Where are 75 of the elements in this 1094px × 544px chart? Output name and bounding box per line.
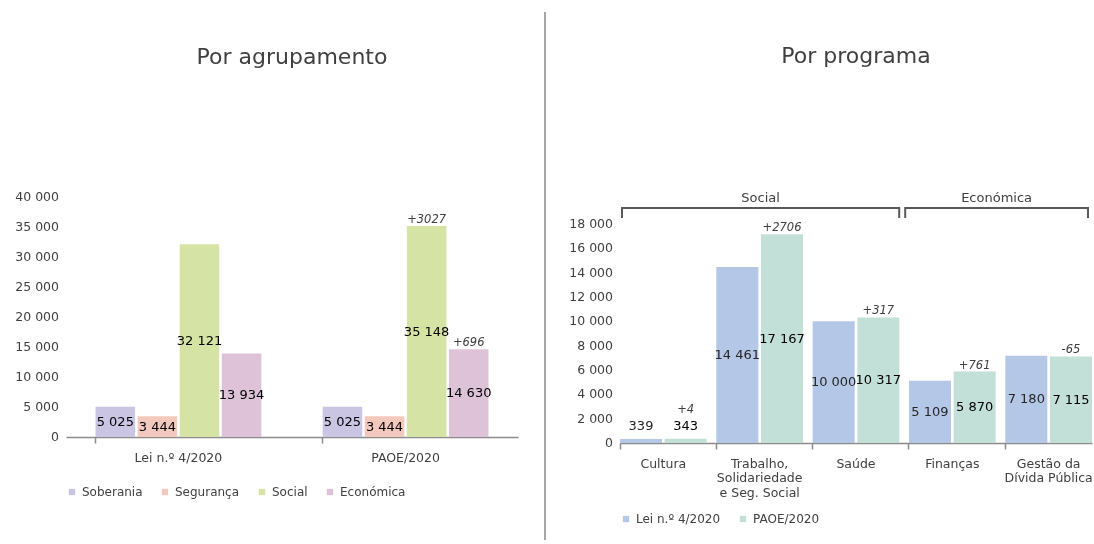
legend-label: Lei n.º 4/2020 xyxy=(636,512,721,526)
data-label: 3 444 xyxy=(138,418,176,434)
chart-title: Por agrupamento xyxy=(196,44,388,69)
bar xyxy=(221,353,262,437)
annotation: +317 xyxy=(862,303,895,318)
y-tick-label: 4 000 xyxy=(577,386,614,402)
data-label: 3 444 xyxy=(365,418,404,434)
bar xyxy=(716,267,759,443)
text: Social xyxy=(741,190,780,205)
x-tick-label: Lei n.º 4/2020 xyxy=(134,449,223,465)
data-label: 7 115 xyxy=(1052,391,1090,407)
y-tick-label: 15 000 xyxy=(15,339,60,354)
data-label: 5 025 xyxy=(323,413,362,429)
data-label: 10 000 xyxy=(810,374,857,390)
data-label: 339 xyxy=(628,417,654,433)
y-tick-label: 2 000 xyxy=(577,410,614,426)
x-tick-label: Saúde xyxy=(836,455,876,471)
y-tick-label: 35 000 xyxy=(15,219,60,234)
data-label: 5 870 xyxy=(956,399,994,415)
bar xyxy=(908,380,951,443)
bar xyxy=(620,438,663,443)
y-tick-label: 10 000 xyxy=(569,313,614,329)
data-label: 5 025 xyxy=(96,413,134,429)
annotation: +696 xyxy=(452,335,485,350)
legend-label: Económica xyxy=(340,485,406,499)
bar xyxy=(761,234,804,443)
y-tick-label: 6 000 xyxy=(577,362,614,377)
legend-label: PAOE/2020 xyxy=(753,512,820,526)
x-tick-label: Trabalho, Solidariedade e Seg. Social xyxy=(716,455,803,500)
bar xyxy=(179,244,220,437)
x-tick-label: Finanças xyxy=(925,455,980,471)
annotation: -65 xyxy=(1061,342,1081,357)
legend-label: Social xyxy=(272,485,308,499)
y-tick-label: 40 000 xyxy=(15,189,60,204)
y-tick-label: 25 000 xyxy=(15,279,60,294)
x-tick-label: PAOE/2020 xyxy=(371,449,441,465)
bar xyxy=(664,438,707,443)
y-tick-label: 0 xyxy=(605,435,614,450)
y-tick-label: 8 000 xyxy=(577,337,614,353)
legend-label: Segurança xyxy=(175,485,240,499)
y-tick-label: 12 000 xyxy=(569,289,614,304)
x-tick-label: Gestão da Dívida Pública xyxy=(1004,455,1093,485)
chart-title: Por programa xyxy=(781,43,931,68)
bar xyxy=(857,317,900,443)
data-label: 35 148 xyxy=(403,323,450,339)
bar xyxy=(812,321,855,443)
legend-label: Soberania xyxy=(82,485,143,499)
data-label: 17 167 xyxy=(759,330,805,346)
x-tick-label: Cultura xyxy=(640,455,687,471)
y-tick-label: 14 000 xyxy=(569,264,614,280)
y-tick-label: 10 000 xyxy=(15,369,60,384)
data-label: 13 934 xyxy=(218,387,265,403)
annotation: +761 xyxy=(958,357,991,372)
y-tick-label: 5 000 xyxy=(23,399,60,414)
data-label: 10 317 xyxy=(855,372,902,388)
bar xyxy=(406,226,447,437)
y-tick-label: 30 000 xyxy=(15,249,60,264)
y-tick-label: 20 000 xyxy=(15,309,60,324)
y-tick-label: 18 000 xyxy=(569,216,614,231)
bar xyxy=(953,371,996,443)
y-tick-label: 16 000 xyxy=(569,240,614,256)
data-label: 5 109 xyxy=(911,403,949,419)
annotation: +3027 xyxy=(407,212,447,227)
data-label: 14 630 xyxy=(445,385,492,401)
bar xyxy=(448,349,489,437)
text: Económica xyxy=(961,190,1033,205)
y-tick-label: 0 xyxy=(51,429,60,444)
bar xyxy=(1049,356,1092,443)
data-label: 7 180 xyxy=(1007,391,1045,407)
data-label: 14 461 xyxy=(714,347,761,363)
annotation: +2706 xyxy=(762,220,802,235)
data-label: 32 121 xyxy=(176,332,223,348)
bar xyxy=(1005,355,1048,443)
data-label: 343 xyxy=(673,417,699,433)
annotation: +4 xyxy=(677,401,695,416)
